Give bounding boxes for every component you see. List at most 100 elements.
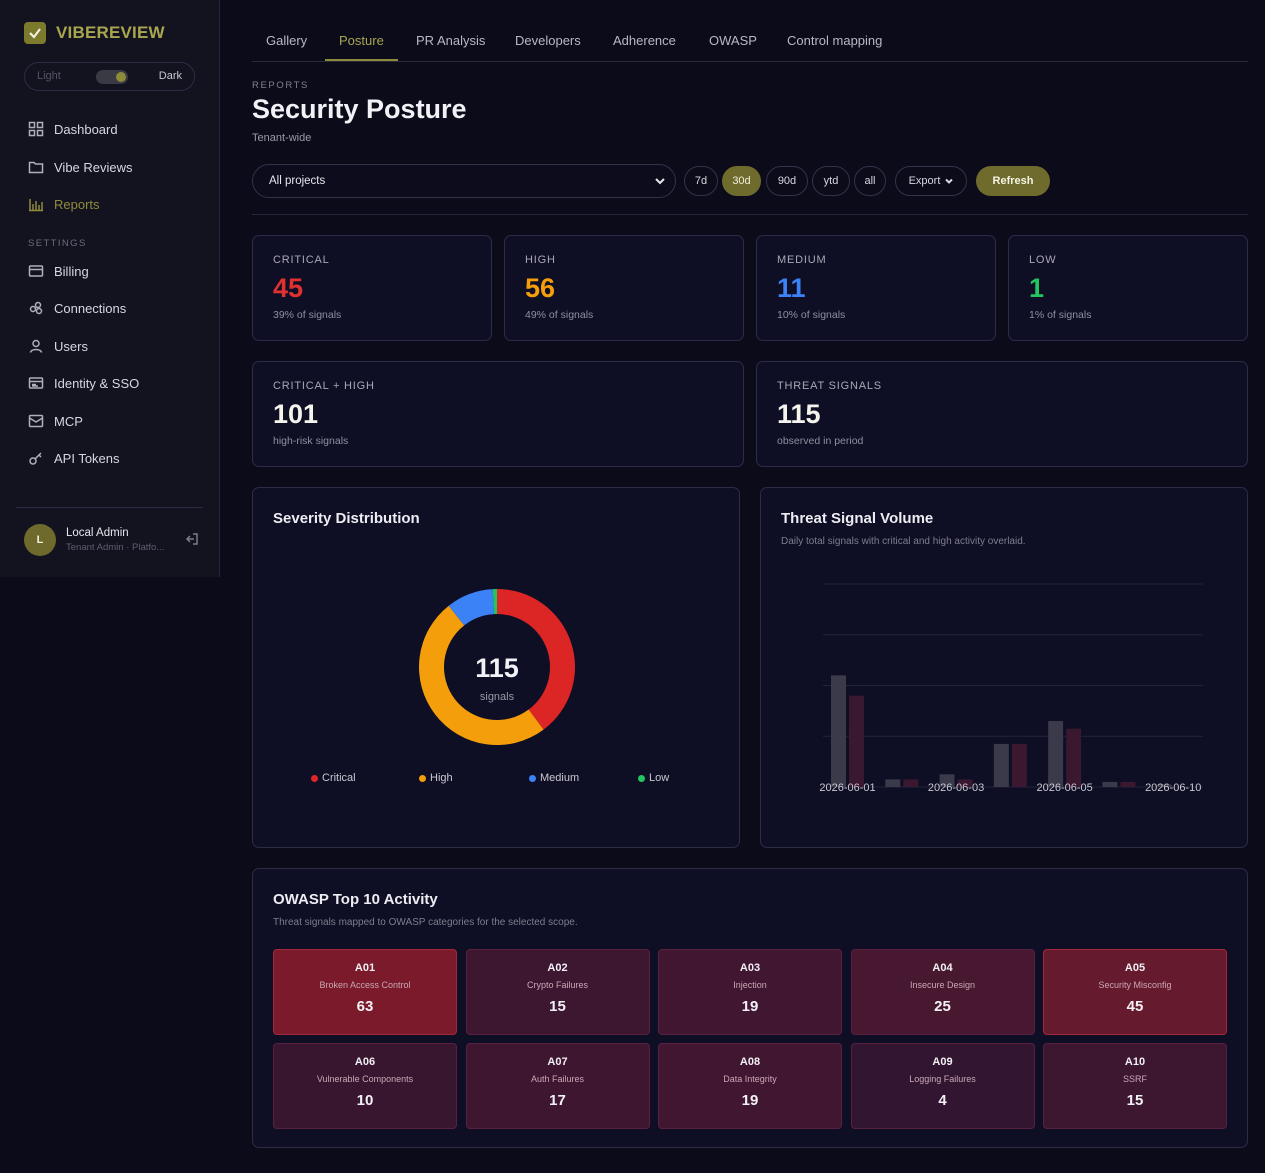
chevron-down-icon — [655, 178, 665, 185]
nav-item-label: Identity & SSO — [54, 375, 140, 391]
bar-chart-icon — [29, 199, 43, 212]
owasp-tile-a07[interactable]: A07 Auth Failures 17 — [465, 1043, 650, 1129]
owasp-name: Injection — [733, 980, 767, 990]
range-90d-button[interactable]: 90d — [766, 166, 808, 196]
owasp-tile-a10[interactable]: A10 SSRF 15 — [1043, 1043, 1227, 1129]
key-icon — [29, 452, 42, 465]
bar-2026-06-04-series-1[interactable] — [1011, 743, 1027, 787]
bar-2026-06-05-series-0[interactable] — [1048, 721, 1064, 787]
settings-section-label: SETTINGS — [28, 238, 87, 249]
stat-label: CRITICAL — [273, 254, 330, 266]
bar-2026-06-01-series-1[interactable] — [849, 695, 864, 787]
owasp-name: Broken Access Control — [319, 980, 411, 990]
stat-label: HIGH — [525, 254, 556, 266]
owasp-tile-a02[interactable]: A02 Crypto Failures 15 — [465, 949, 650, 1035]
nav-item-users[interactable]: Users — [28, 338, 88, 354]
export-button[interactable]: Export — [895, 166, 967, 196]
stat-label: THREAT SIGNALS — [777, 380, 882, 392]
owasp-count: 19 — [741, 1092, 759, 1109]
legend-item-high[interactable]: High — [419, 772, 453, 784]
tab-adherence[interactable]: Adherence — [613, 33, 676, 48]
stat-sub: high-risk signals — [273, 435, 349, 447]
theme-toggle[interactable]: Light Dark — [24, 62, 195, 91]
nav-item-identity-sso[interactable]: Identity & SSO — [28, 375, 139, 391]
owasp-tile-a04[interactable]: A04 Insecure Design 25 — [850, 949, 1035, 1035]
tab-posture[interactable]: Posture — [339, 33, 384, 48]
active-tab-indicator — [325, 59, 398, 61]
theme-switch[interactable] — [96, 70, 128, 84]
nav-item-label: API Tokens — [54, 450, 120, 466]
nav-item-dashboard[interactable]: Dashboard — [28, 121, 118, 137]
bar-2026-06-10-series-0[interactable] — [1156, 784, 1172, 787]
bar-2026-06-02-series-0[interactable] — [885, 779, 901, 787]
legend-label: Low — [649, 772, 670, 784]
brand[interactable]: VIBEREVIEW — [24, 22, 165, 44]
donut-slice-low[interactable] — [492, 589, 497, 615]
legend-item-critical[interactable]: Critical — [311, 772, 356, 784]
tab-developers[interactable]: Developers — [515, 33, 581, 48]
bar-2026-06-01-series-0[interactable] — [831, 675, 846, 787]
nav-item-reports[interactable]: Reports — [28, 196, 100, 212]
legend-label: Medium — [540, 772, 580, 784]
donut-slice-critical[interactable] — [497, 589, 575, 730]
donut-slice-high[interactable] — [418, 605, 544, 746]
project-select[interactable]: All projects — [252, 164, 676, 198]
nav-item-vibe-reviews[interactable]: Vibe Reviews — [28, 159, 133, 175]
range-30d-button[interactable]: 30d — [722, 166, 761, 196]
brand-name: VIBEREVIEW — [56, 23, 165, 42]
tab-gallery[interactable]: Gallery — [266, 33, 308, 48]
range-7d-button[interactable]: 7d — [684, 166, 718, 196]
logout-icon[interactable] — [185, 532, 199, 546]
user-profile[interactable]: L Local Admin Tenant Admin · Platfo... — [24, 524, 199, 556]
stat-sub: 39% of signals — [273, 309, 342, 321]
legend-item-low[interactable]: Low — [638, 772, 669, 784]
donut-center-label: signals — [480, 691, 515, 703]
stat-sub: observed in period — [777, 435, 864, 447]
owasp-tile-a05[interactable]: A05 Security Misconfig 45 — [1043, 949, 1227, 1035]
owasp-tile-a01[interactable]: A01 Broken Access Control 63 — [273, 949, 457, 1035]
range-ytd-button[interactable]: ytd — [812, 166, 850, 196]
owasp-code: A03 — [739, 962, 761, 974]
nav-item-label: Vibe Reviews — [54, 159, 133, 175]
stat-sub: 49% of signals — [525, 309, 594, 321]
bar-2026-06-06-series-1[interactable] — [1120, 781, 1136, 787]
avatar: L — [24, 524, 56, 556]
panel-title: Severity Distribution — [273, 510, 420, 527]
nav-item-api-tokens[interactable]: API Tokens — [28, 450, 120, 466]
x-tick-label: 2026-06-01 — [819, 782, 875, 794]
nav-item-billing[interactable]: Billing — [28, 263, 89, 279]
page-eyebrow: REPORTS — [252, 80, 309, 91]
tab-control-mapping[interactable]: Control mapping — [787, 33, 883, 48]
x-tick-label: 2026-06-05 — [1037, 782, 1093, 794]
checkmark-icon — [24, 22, 46, 44]
bar-2026-06-06-series-0[interactable] — [1102, 781, 1118, 787]
tab-owasp[interactable]: OWASP — [709, 33, 757, 48]
bar-2026-06-03-series-1[interactable] — [957, 779, 973, 787]
nav-item-mcp[interactable]: MCP — [28, 413, 83, 429]
donut-slice-medium[interactable] — [448, 589, 495, 626]
owasp-count: 17 — [549, 1092, 566, 1109]
stat-label: CRITICAL + HIGH — [273, 380, 375, 392]
owasp-panel: OWASP Top 10 Activity Threat signals map… — [252, 868, 1248, 1148]
owasp-tile-a09[interactable]: A09 Logging Failures 4 — [850, 1043, 1035, 1129]
owasp-tile-a08[interactable]: A08 Data Integrity 19 — [658, 1043, 842, 1129]
nav-item-label: Dashboard — [54, 121, 118, 137]
refresh-button[interactable]: Refresh — [976, 166, 1050, 196]
user-name: Local Admin — [66, 527, 129, 539]
bar-2026-06-04-series-0[interactable] — [993, 743, 1009, 787]
bar-2026-06-03-series-0[interactable] — [939, 774, 955, 787]
owasp-code: A08 — [739, 1056, 761, 1068]
summary-card-threat-signals: THREAT SIGNALS 115 observed in period — [756, 361, 1248, 467]
tab-pr-analysis[interactable]: PR Analysis — [416, 33, 486, 48]
nav-item-connections[interactable]: Connections — [28, 300, 126, 316]
legend-item-medium[interactable]: Medium — [529, 772, 579, 784]
bar-2026-06-05-series-1[interactable] — [1066, 728, 1082, 787]
owasp-code: A01 — [354, 962, 376, 974]
owasp-tile-a03[interactable]: A03 Injection 19 — [658, 949, 842, 1035]
bar-2026-06-02-series-1[interactable] — [903, 779, 919, 787]
owasp-tile-a06[interactable]: A06 Vulnerable Components 10 — [273, 1043, 457, 1129]
legend-label: High — [430, 772, 453, 784]
owasp-name: SSRF — [1122, 1074, 1147, 1084]
stat-value: 45 — [273, 273, 304, 303]
range-all-button[interactable]: all — [854, 166, 886, 196]
